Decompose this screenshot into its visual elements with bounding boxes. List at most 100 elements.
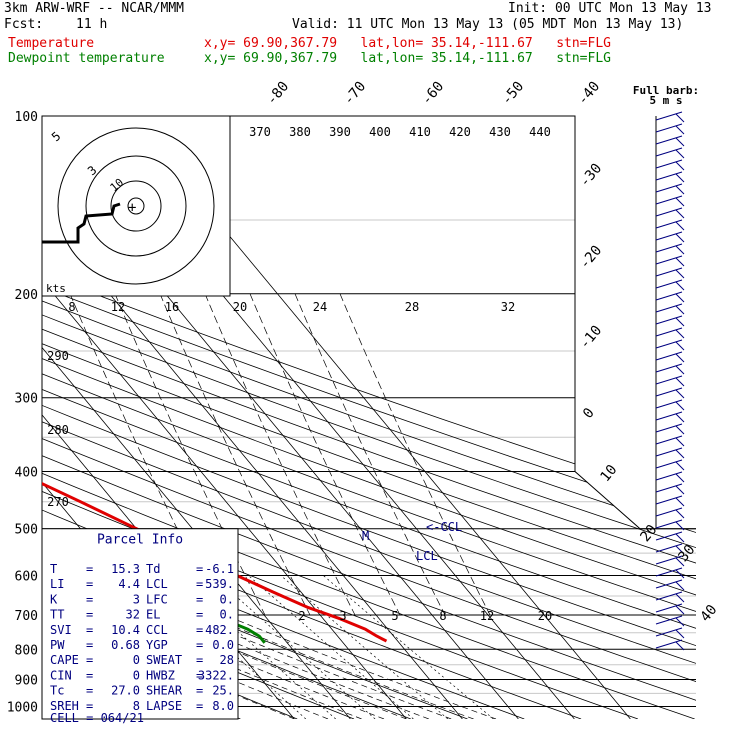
mixing-ratio-line (212, 575, 376, 719)
wind-barb-flag (675, 233, 685, 243)
parcel-row-equals: = (196, 608, 203, 622)
parcel-row-label: HWBZ (146, 668, 175, 682)
theta-e-label: 20 (233, 300, 247, 314)
wind-barb (655, 147, 683, 157)
wind-barb-flag (675, 641, 685, 651)
dry-adiabat (42, 116, 696, 719)
frame-top-edge (42, 115, 696, 530)
dry-adiabat (42, 116, 696, 719)
parcel-row-value: 482. (205, 623, 234, 637)
wind-barb (655, 375, 683, 385)
mixing-ratio-label: 20 (538, 609, 552, 623)
wind-barb (655, 339, 683, 349)
theta-label: 420 (449, 125, 471, 139)
theta-label: 440 (529, 125, 551, 139)
parcel-row-label: PW (50, 638, 65, 652)
pressure-label: 700 (15, 609, 38, 624)
forecast-hour: 11 h (76, 17, 108, 32)
parcel-row-equals: = (86, 562, 93, 576)
wind-barb (655, 159, 683, 169)
parcel-row-label: SWEAT (146, 653, 182, 667)
valid-time: Valid: 11 UTC Mon 13 May 13 (05 MDT Mon … (292, 17, 684, 32)
parcel-row-equals: = (86, 668, 93, 682)
isotherm-label: -70 (341, 79, 370, 109)
theta-label: 430 (489, 125, 511, 139)
parcel-row-equals: = (86, 699, 93, 713)
wind-barb (655, 447, 683, 457)
barb-key-units: 5 m s (649, 94, 682, 107)
parcel-row-value: 4.4 (118, 577, 140, 591)
wind-barb-flag (675, 389, 685, 399)
wind-barb (655, 291, 683, 301)
mixing-ratio-label: 8 (439, 609, 446, 623)
wind-barb (655, 363, 683, 373)
parcel-row-equals: = (196, 684, 203, 698)
wind-barb-flag (675, 245, 685, 255)
wind-barb (655, 471, 683, 481)
wind-barb-flag (675, 281, 685, 291)
mixing-ratio-line (323, 575, 494, 719)
parcel-row-value: 0 (133, 668, 140, 682)
wind-barb (655, 555, 683, 565)
hodograph-center: + (128, 200, 136, 216)
isotherm-label: 20 (637, 522, 660, 545)
parcel-row-label: LCL (146, 577, 168, 591)
theta-e-label: 32 (501, 300, 515, 314)
isotherm-label: 40 (697, 602, 720, 625)
parcel-row-value: 539. (205, 577, 234, 591)
dry-adiabat (42, 116, 696, 719)
wind-barb-flag (675, 617, 685, 627)
parcel-row-label: SREH (50, 699, 79, 713)
parcel-row-value: 25. (212, 684, 234, 698)
parcel-row-label: SVI (50, 623, 72, 637)
wind-barb (655, 327, 683, 337)
parcel-row-value: 15.3 (111, 562, 140, 576)
parcel-row-equals: = (86, 592, 93, 606)
parcel-row-label: Tc (50, 684, 64, 698)
wind-barb-flag (675, 161, 685, 171)
wind-barb (655, 567, 683, 577)
dry-adiabat (42, 116, 695, 719)
wind-barb-flag (675, 293, 685, 303)
theta-left-label: 290 (47, 349, 69, 363)
dry-adiabat (42, 116, 696, 719)
mixing-ratio-label: 2 (298, 609, 305, 623)
wind-barb (655, 615, 683, 625)
wind-barb-flag (675, 605, 685, 615)
parcel-row-value: 8 (133, 699, 140, 713)
wind-barb (655, 519, 683, 529)
hodograph-ring (110, 180, 162, 232)
isotherm-label: -20 (577, 243, 606, 273)
wind-barb-flag (675, 437, 685, 447)
parcel-row-value: 0.68 (111, 638, 140, 652)
parcel-row-label: LFC (146, 592, 168, 606)
wind-barb-flag (675, 473, 685, 483)
wind-barb (655, 543, 683, 553)
parcel-row-equals: = (196, 562, 203, 576)
moist-adiabat (42, 293, 452, 719)
parcel-row-equals: = (196, 592, 203, 606)
moist-adiabat (42, 293, 362, 719)
pressure-label: 500 (15, 523, 38, 538)
theta-label: 380 (289, 125, 311, 139)
isotherm-label: -10 (577, 323, 606, 353)
parcel-row-label: T (50, 562, 57, 576)
pressure-label: 600 (15, 569, 38, 584)
wind-barb (655, 387, 683, 397)
theta-left-label: 280 (47, 423, 69, 437)
parcel-row-equals: = (196, 638, 203, 652)
wind-barb-flag (675, 569, 685, 579)
dry-adiabat (42, 116, 355, 719)
dewpoint-legend: Dewpoint temperature (8, 51, 165, 66)
parcel-cell: CELL = 064/21 (50, 711, 144, 725)
dry-adiabat (42, 116, 696, 719)
wind-barb-flag (675, 521, 685, 531)
hodograph-ring (57, 127, 215, 285)
wind-barb (655, 267, 683, 277)
theta-e-label: 8 (68, 300, 75, 314)
wind-barb-flag (675, 497, 685, 507)
parcel-row-value: 32 (126, 608, 140, 622)
wind-barb (655, 579, 683, 589)
wind-barb-flag (675, 185, 685, 195)
wind-barb-flag (675, 413, 685, 423)
